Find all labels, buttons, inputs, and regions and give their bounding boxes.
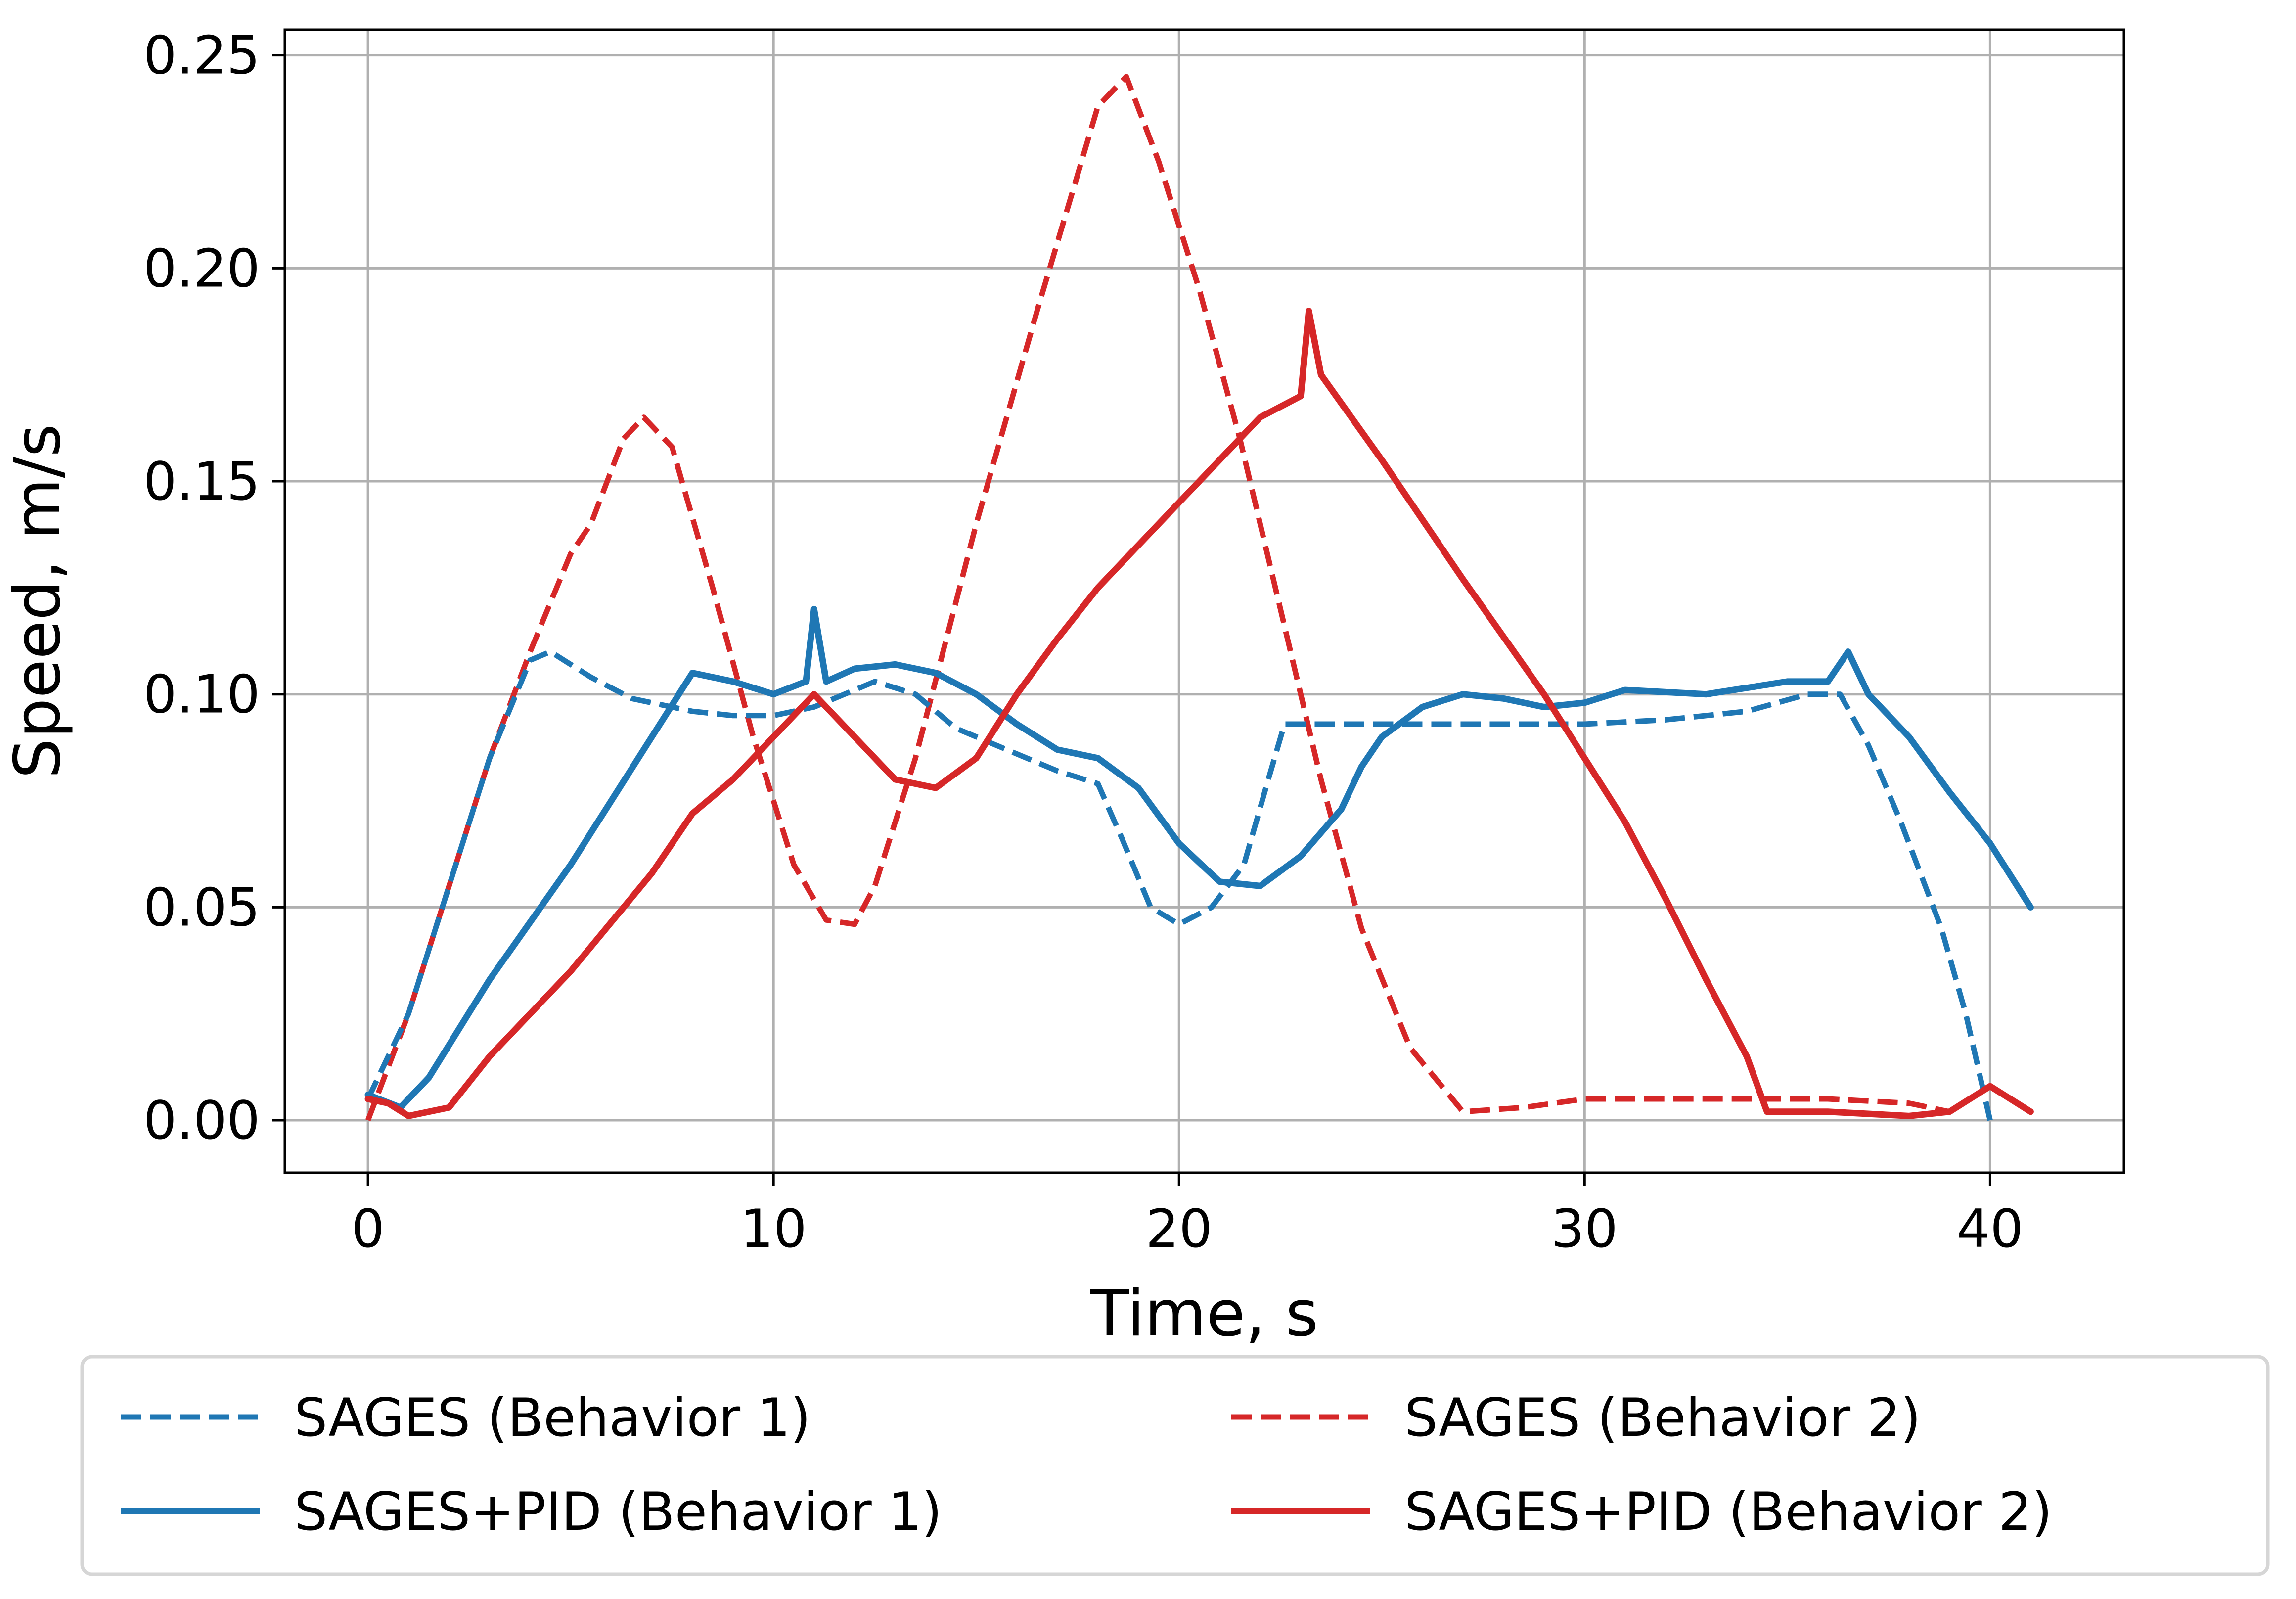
y-tick-label: 0.05 bbox=[143, 877, 260, 938]
legend-label: SAGES (Behavior 2) bbox=[1404, 1387, 1921, 1448]
series-line-sages-pid-behavior-2 bbox=[364, 308, 2034, 1119]
x-tick-label: 40 bbox=[1957, 1198, 2024, 1259]
axes-frame bbox=[283, 28, 2125, 1174]
legend-label: SAGES (Behavior 1) bbox=[294, 1387, 811, 1448]
x-tick-label: 0 bbox=[351, 1198, 384, 1259]
legend-label: SAGES+PID (Behavior 2) bbox=[1404, 1481, 2052, 1542]
x-tick-label: 30 bbox=[1551, 1198, 1618, 1259]
y-axis: 0.00 0.05 0.10 0.15 0.20 0.25 bbox=[143, 25, 285, 1151]
legend-box bbox=[80, 1355, 2270, 1576]
series-layer bbox=[364, 74, 2034, 1122]
y-tick-label: 0.00 bbox=[143, 1090, 260, 1151]
x-tick-label: 20 bbox=[1146, 1198, 1213, 1259]
y-tick-label: 0.20 bbox=[143, 238, 260, 299]
y-tick-label: 0.10 bbox=[143, 664, 260, 725]
x-axis-label: Time, s bbox=[1090, 1277, 1318, 1351]
y-tick-label: 0.25 bbox=[143, 25, 260, 86]
series-line-sages-behavior-1 bbox=[365, 649, 1993, 1121]
series-line-sages-pid-behavior-1 bbox=[364, 605, 2034, 1111]
series-line-sages-behavior-2 bbox=[365, 74, 1950, 1122]
x-axis: 0 10 20 30 40 bbox=[351, 1173, 2024, 1259]
legend-label: SAGES+PID (Behavior 1) bbox=[294, 1481, 942, 1542]
x-tick-label: 10 bbox=[740, 1198, 807, 1259]
legend: SAGES (Behavior 1) SAGES+PID (Behavior 1)… bbox=[80, 1355, 2270, 1576]
y-axis-label: Speed, m/s bbox=[1, 424, 75, 778]
y-tick-label: 0.15 bbox=[143, 451, 260, 512]
